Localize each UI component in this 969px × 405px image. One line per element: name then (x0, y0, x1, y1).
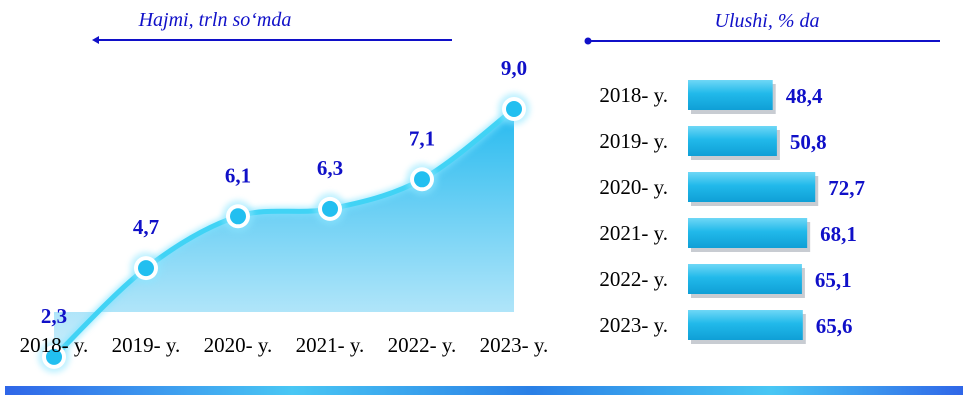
y-tick-label: 2021- y. (599, 221, 668, 245)
bar (688, 126, 777, 156)
x-tick-label: 2020- y. (204, 333, 273, 357)
area-chart-header: Hajmi, trln so‘mda (92, 9, 452, 44)
data-label: 4,7 (133, 215, 159, 239)
bar-chart: 2018- y. 48,4 2019- y. 50,8 2020- y. 72,7 2021… (599, 80, 865, 344)
y-tick-label: 2019- y. (599, 129, 668, 153)
data-point (230, 208, 246, 225)
area-chart-title: Hajmi, trln so‘mda (138, 9, 292, 31)
area-fill (54, 109, 514, 357)
data-point (322, 200, 338, 217)
data-label: 6,1 (225, 163, 251, 187)
y-tick-label: 2022- y. (599, 267, 668, 291)
bottom-decorative-band (5, 386, 963, 395)
bar (688, 310, 803, 340)
data-label: 68,1 (820, 222, 857, 246)
y-tick-label: 2023- y. (599, 313, 668, 337)
data-point (138, 260, 154, 277)
x-tick-label: 2021- y. (296, 333, 365, 357)
bar-chart-header: Ulushi, % da (584, 10, 940, 45)
area-chart-title-arrow-icon (92, 36, 99, 44)
x-tick-label: 2023- y. (480, 333, 549, 357)
data-label: 9,0 (501, 56, 527, 80)
x-tick-label: 2018- y. (20, 333, 89, 357)
data-point (46, 348, 62, 365)
y-tick-label: 2020- y. (599, 175, 668, 199)
data-label: 48,4 (786, 84, 823, 108)
x-tick-label: 2019- y. (112, 333, 181, 357)
x-tick-label: 2022- y. (388, 333, 457, 357)
data-label: 6,3 (317, 156, 343, 180)
area-chart: 2,3 2018- y. 4,7 2019- y. 6,1 2020- y. 6,3 2021… (20, 56, 549, 373)
bar (688, 172, 816, 202)
bar-chart-title: Ulushi, % da (715, 10, 820, 32)
data-label: 7,1 (409, 126, 435, 150)
bar (688, 80, 773, 110)
data-label: 65,6 (816, 314, 853, 338)
data-label: 72,7 (828, 176, 865, 200)
bar (688, 264, 802, 294)
data-point (506, 101, 522, 117)
data-label: 2,3 (41, 304, 67, 328)
data-label: 65,1 (815, 268, 852, 292)
data-point (414, 171, 430, 188)
data-label: 50,8 (790, 130, 827, 154)
y-tick-label: 2018- y. (599, 83, 668, 107)
bar (688, 218, 808, 248)
bar-chart-title-dot-icon (584, 37, 592, 45)
